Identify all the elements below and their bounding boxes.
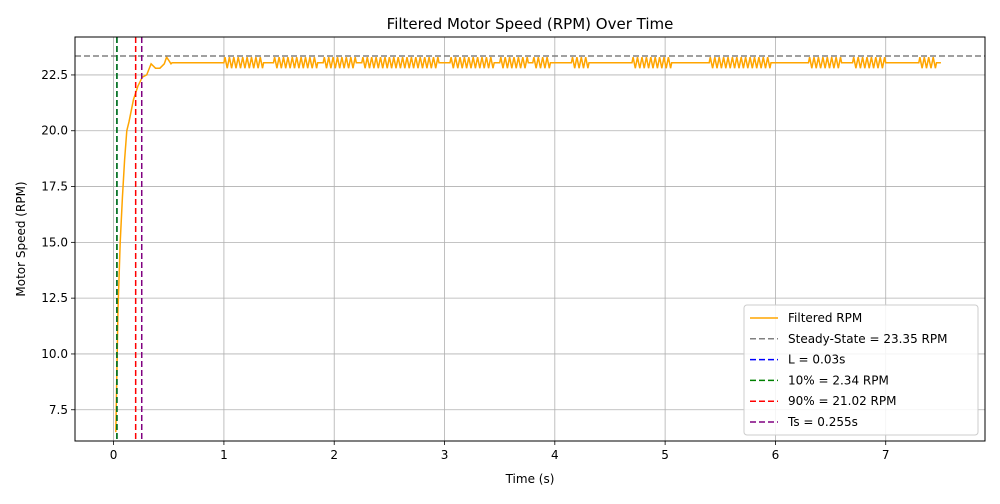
x-tick-label: 0	[110, 448, 118, 462]
y-tick-label: 12.5	[41, 291, 68, 305]
legend-box	[743, 304, 979, 436]
y-tick-label: 20.0	[41, 124, 68, 138]
chart-title: Filtered Motor Speed (RPM) Over Time	[387, 15, 674, 33]
y-axis-label: Motor Speed (RPM)	[14, 181, 28, 296]
x-tick-label: 2	[330, 448, 338, 462]
x-tick-label: 1	[220, 448, 228, 462]
plot-frame	[74, 36, 986, 442]
legend-label: 10% = 2.34 RPM	[788, 373, 889, 387]
plot-data	[75, 37, 985, 441]
legend-items: Filtered RPM Steady-State = 23.35 RPM L = …	[750, 311, 947, 429]
legend-label: Steady-State = 23.35 RPM	[788, 332, 947, 346]
legend-label: Ts = 0.255s	[787, 415, 858, 429]
plot-clip-group	[75, 37, 985, 441]
legend-label: 90% = 21.02 RPM	[788, 394, 896, 408]
y-tick-label: 10.0	[41, 347, 68, 361]
x-tick-label: 7	[882, 448, 890, 462]
legend: Filtered RPM Steady-State = 23.35 RPM L = …	[743, 304, 979, 436]
legend-label: Filtered RPM	[788, 311, 862, 325]
legend-label: L = 0.03s	[788, 353, 845, 367]
y-tick-label: 15.0	[41, 235, 68, 249]
y-tick-label: 22.5	[41, 68, 68, 82]
x-tick-label: 6	[772, 448, 780, 462]
y-axis-ticks: 7.5 10.0 12.5 15.0 17.5 20.0 22.5	[41, 68, 75, 417]
x-tick-label: 3	[441, 448, 449, 462]
x-axis-label: Time (s)	[505, 472, 555, 486]
x-tick-label: 5	[661, 448, 669, 462]
x-tick-label: 4	[551, 448, 559, 462]
x-axis-ticks: 0 1 2 3 4 5 6 7	[110, 441, 890, 462]
filtered-rpm-line	[115, 55, 941, 433]
y-tick-label: 17.5	[41, 180, 68, 194]
y-tick-label: 7.5	[49, 403, 68, 417]
